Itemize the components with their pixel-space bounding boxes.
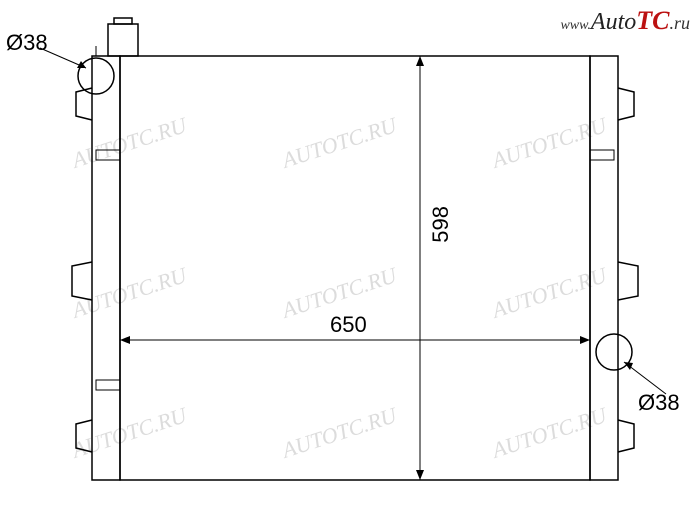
- dim-port-top-label: Ø38: [6, 30, 48, 56]
- diagram-canvas: AUTOTC.RUAUTOTC.RUAUTOTC.RUAUTOTC.RUAUTO…: [0, 0, 700, 509]
- dim-port-bottom-label: Ø38: [638, 390, 680, 416]
- logo-tc: TC: [636, 6, 669, 35]
- brand-logo: www.AutoTC.ru: [560, 6, 690, 36]
- logo-ru: .ru: [669, 13, 690, 33]
- radiator-drawing: [0, 0, 700, 509]
- logo-auto: Auto: [591, 9, 636, 35]
- dim-width-label: 650: [330, 312, 367, 338]
- dim-height-label: 598: [428, 206, 454, 243]
- logo-www: www.: [560, 18, 590, 33]
